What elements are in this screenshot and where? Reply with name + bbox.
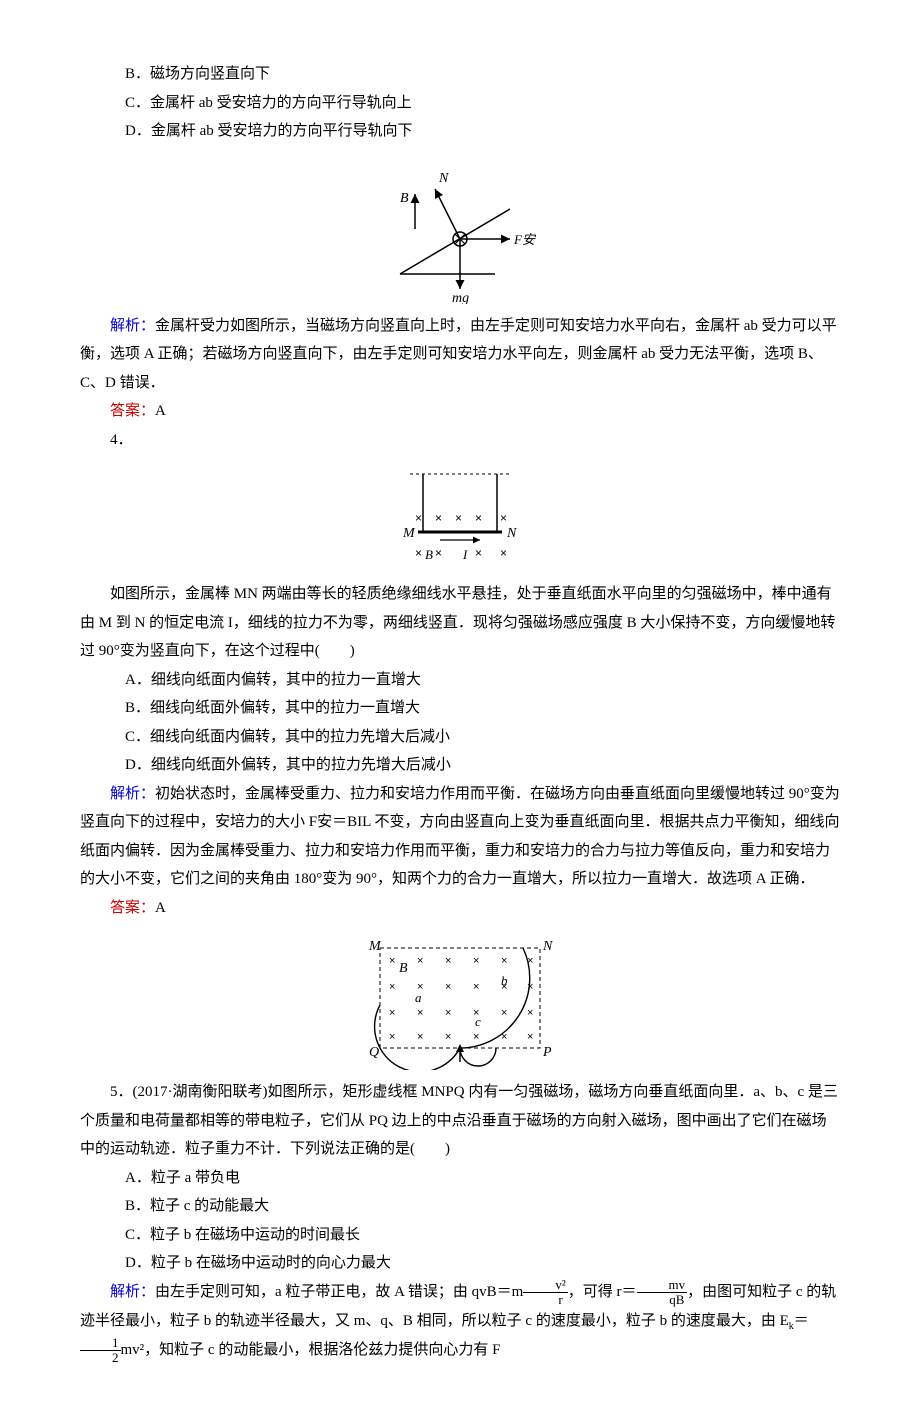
svg-text:×: ×	[417, 1031, 423, 1043]
svg-text:×: ×	[445, 981, 451, 993]
svg-text:×: ×	[445, 955, 451, 967]
q5-label-b2: b	[501, 973, 508, 988]
q4-option-b: B．细线向纸面外偏转，其中的拉力一直增大	[80, 694, 840, 723]
svg-text:×: ×	[417, 1007, 423, 1019]
q5-label-m: M	[368, 939, 382, 954]
svg-text:×: ×	[455, 511, 462, 525]
q3-option-c: C．金属杆 ab 受安培力的方向平行导轨向上	[80, 89, 840, 118]
q3-label-n: N	[438, 171, 449, 186]
svg-text:×: ×	[473, 955, 479, 967]
q3-option-d: D．金属杆 ab 受安培力的方向平行导轨向下	[80, 117, 840, 146]
svg-text:×: ×	[389, 981, 395, 993]
q4-option-c: C．细线向纸面内偏转，其中的拉力先增大后减小	[80, 723, 840, 752]
svg-text:×: ×	[500, 546, 507, 560]
svg-text:×: ×	[500, 511, 507, 525]
q5-option-d: D．粒子 b 在磁场中运动时的向心力最大	[80, 1249, 840, 1278]
q3-label-f: F安	[513, 232, 537, 247]
q5-option-b: B．粒子 c 的动能最大	[80, 1192, 840, 1221]
q3-answer-label: 答案：	[110, 403, 155, 419]
q4-option-d: D．细线向纸面外偏转，其中的拉力先增大后减小	[80, 751, 840, 780]
q5-diagram: M N Q P B ×××××× ×××××× ×××××× ×××××× a …	[80, 930, 840, 1070]
svg-text:×: ×	[501, 1007, 507, 1019]
svg-text:×: ×	[501, 955, 507, 967]
svg-text:×: ×	[415, 511, 422, 525]
q3-option-b: B．磁场方向竖直向下	[80, 60, 840, 89]
q4-stem: 如图所示，金属棒 MN 两端由等长的轻质绝缘细线水平悬挂，处于垂直纸面水平向里的…	[80, 580, 840, 666]
q5-label-bfield: B	[399, 961, 408, 976]
q3-diagram: N B F安 mg	[80, 154, 840, 304]
frac-mvqb: mvqB	[637, 1278, 688, 1308]
svg-text:×: ×	[527, 1031, 533, 1043]
q3-analysis: 解析：金属杆受力如图所示，当磁场方向竖直向上时，由左手定则可知安培力水平向右，金…	[80, 312, 840, 398]
q5-analysis: 解析：由左手定则可知，a 粒子带正电，故 A 错误；由 qvB＝mv²r，可得 …	[80, 1278, 840, 1366]
svg-text:×: ×	[527, 1007, 533, 1019]
q4-number: 4．	[80, 426, 840, 455]
frac-v2r: v²r	[523, 1278, 567, 1308]
svg-text:×: ×	[435, 546, 442, 560]
svg-text:×: ×	[445, 1031, 451, 1043]
svg-text:×: ×	[389, 1007, 395, 1019]
q5-label-p: P	[542, 1045, 552, 1060]
svg-text:×: ×	[445, 1007, 451, 1019]
q4-option-a: A．细线向纸面内偏转，其中的拉力一直增大	[80, 666, 840, 695]
svg-text:×: ×	[475, 546, 482, 560]
q5-analysis-label: 解析：	[110, 1284, 155, 1300]
q3-label-b: B	[400, 191, 409, 206]
q4-label-n: N	[506, 526, 517, 541]
svg-text:×: ×	[389, 1031, 395, 1043]
q5-label-a: a	[415, 990, 422, 1005]
q5-option-c: C．粒子 b 在磁场中运动的时间最长	[80, 1221, 840, 1250]
q4-label-i: I	[462, 547, 468, 562]
svg-text:×: ×	[435, 511, 442, 525]
q3-label-mg: mg	[452, 291, 469, 304]
q5-label-n: N	[542, 939, 553, 954]
svg-text:×: ×	[415, 546, 422, 560]
q3-answer: 答案：A	[80, 397, 840, 426]
frac-half: 12	[80, 1336, 121, 1366]
q4-analysis: 解析：初始状态时，金属棒受重力、拉力和安培力作用而平衡．在磁场方向由垂直纸面向里…	[80, 780, 840, 894]
q4-label-m: M	[402, 526, 416, 541]
q5-label-c2: c	[475, 1014, 481, 1029]
svg-text:×: ×	[475, 511, 482, 525]
q4-answer: 答案：A	[80, 894, 840, 923]
svg-text:×: ×	[417, 955, 423, 967]
q3-analysis-label: 解析：	[110, 318, 155, 334]
q4-diagram: M N × × × × × × × × × B I	[80, 462, 840, 572]
svg-text:×: ×	[389, 955, 395, 967]
q4-label-bfield: B	[425, 547, 433, 562]
svg-text:×: ×	[473, 1031, 479, 1043]
q5-option-a: A．粒子 a 带负电	[80, 1164, 840, 1193]
q4-analysis-label: 解析：	[110, 786, 155, 802]
q4-answer-label: 答案：	[110, 900, 155, 916]
q5-label-q: Q	[369, 1045, 379, 1060]
svg-text:×: ×	[473, 981, 479, 993]
q5-stem: 5．(2017·湖南衡阳联考)如图所示，矩形虚线框 MNPQ 内有一匀强磁场，磁…	[80, 1078, 840, 1164]
